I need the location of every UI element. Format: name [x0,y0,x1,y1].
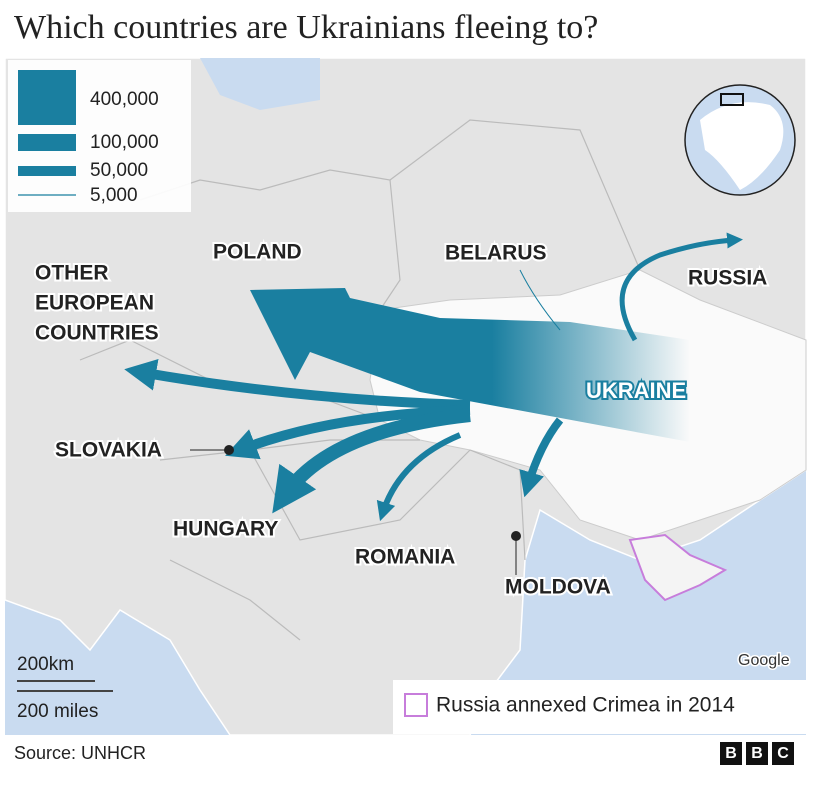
flow-lines [124,232,743,522]
legend-swatch [18,134,76,151]
legend: 400,000 100,000 50,000 5,000 [8,60,191,212]
label: SLOVAKIA [55,439,162,462]
pointer-dot [224,445,234,455]
label: BELARUS [445,242,547,265]
legend-label: 50,000 [90,160,148,181]
note: Russia annexed Crimea in 2014 [393,680,806,734]
globe [684,84,796,196]
title: Which countries are Ukrainians fleeing t… [14,9,598,46]
flows [124,232,743,522]
note-box [393,680,806,734]
label: HUNGARY [173,518,278,541]
pointer-dot [511,531,521,541]
logo-letter: B [751,745,763,762]
legend-swatch [18,70,76,125]
legend-label: 100,000 [90,132,159,153]
bbc-logo: B B C [720,742,794,765]
label: POLAND [213,241,302,264]
logo-letter: C [777,745,789,762]
source: Source: UNHCR [14,743,146,763]
map-labels: POLAND BELARUS RUSSIA OTHER EUROPEAN COU… [17,239,791,722]
scale-label: 200km [17,654,74,675]
crimea [628,533,728,602]
label: MOLDOVA [505,576,611,599]
label: COUNTRIES [35,322,159,345]
legend-label: 5,000 [90,185,138,206]
label: UKRAINE [586,378,686,403]
baltic-sea [200,58,320,110]
note-text: Russia annexed Crimea in 2014 [436,694,735,717]
crimea-key [404,693,428,717]
logo-letter: B [725,745,737,762]
flow-poland [250,288,690,442]
label: EUROPEAN [35,292,154,315]
legend-swatch [18,166,76,176]
legend-label: 400,000 [90,89,159,110]
label: RUSSIA [688,267,767,290]
label: OTHER [35,262,109,285]
borders [79,119,641,641]
label: ROMANIA [355,546,455,569]
attribution: Google [738,652,790,669]
scale-label: 200 miles [17,701,98,722]
